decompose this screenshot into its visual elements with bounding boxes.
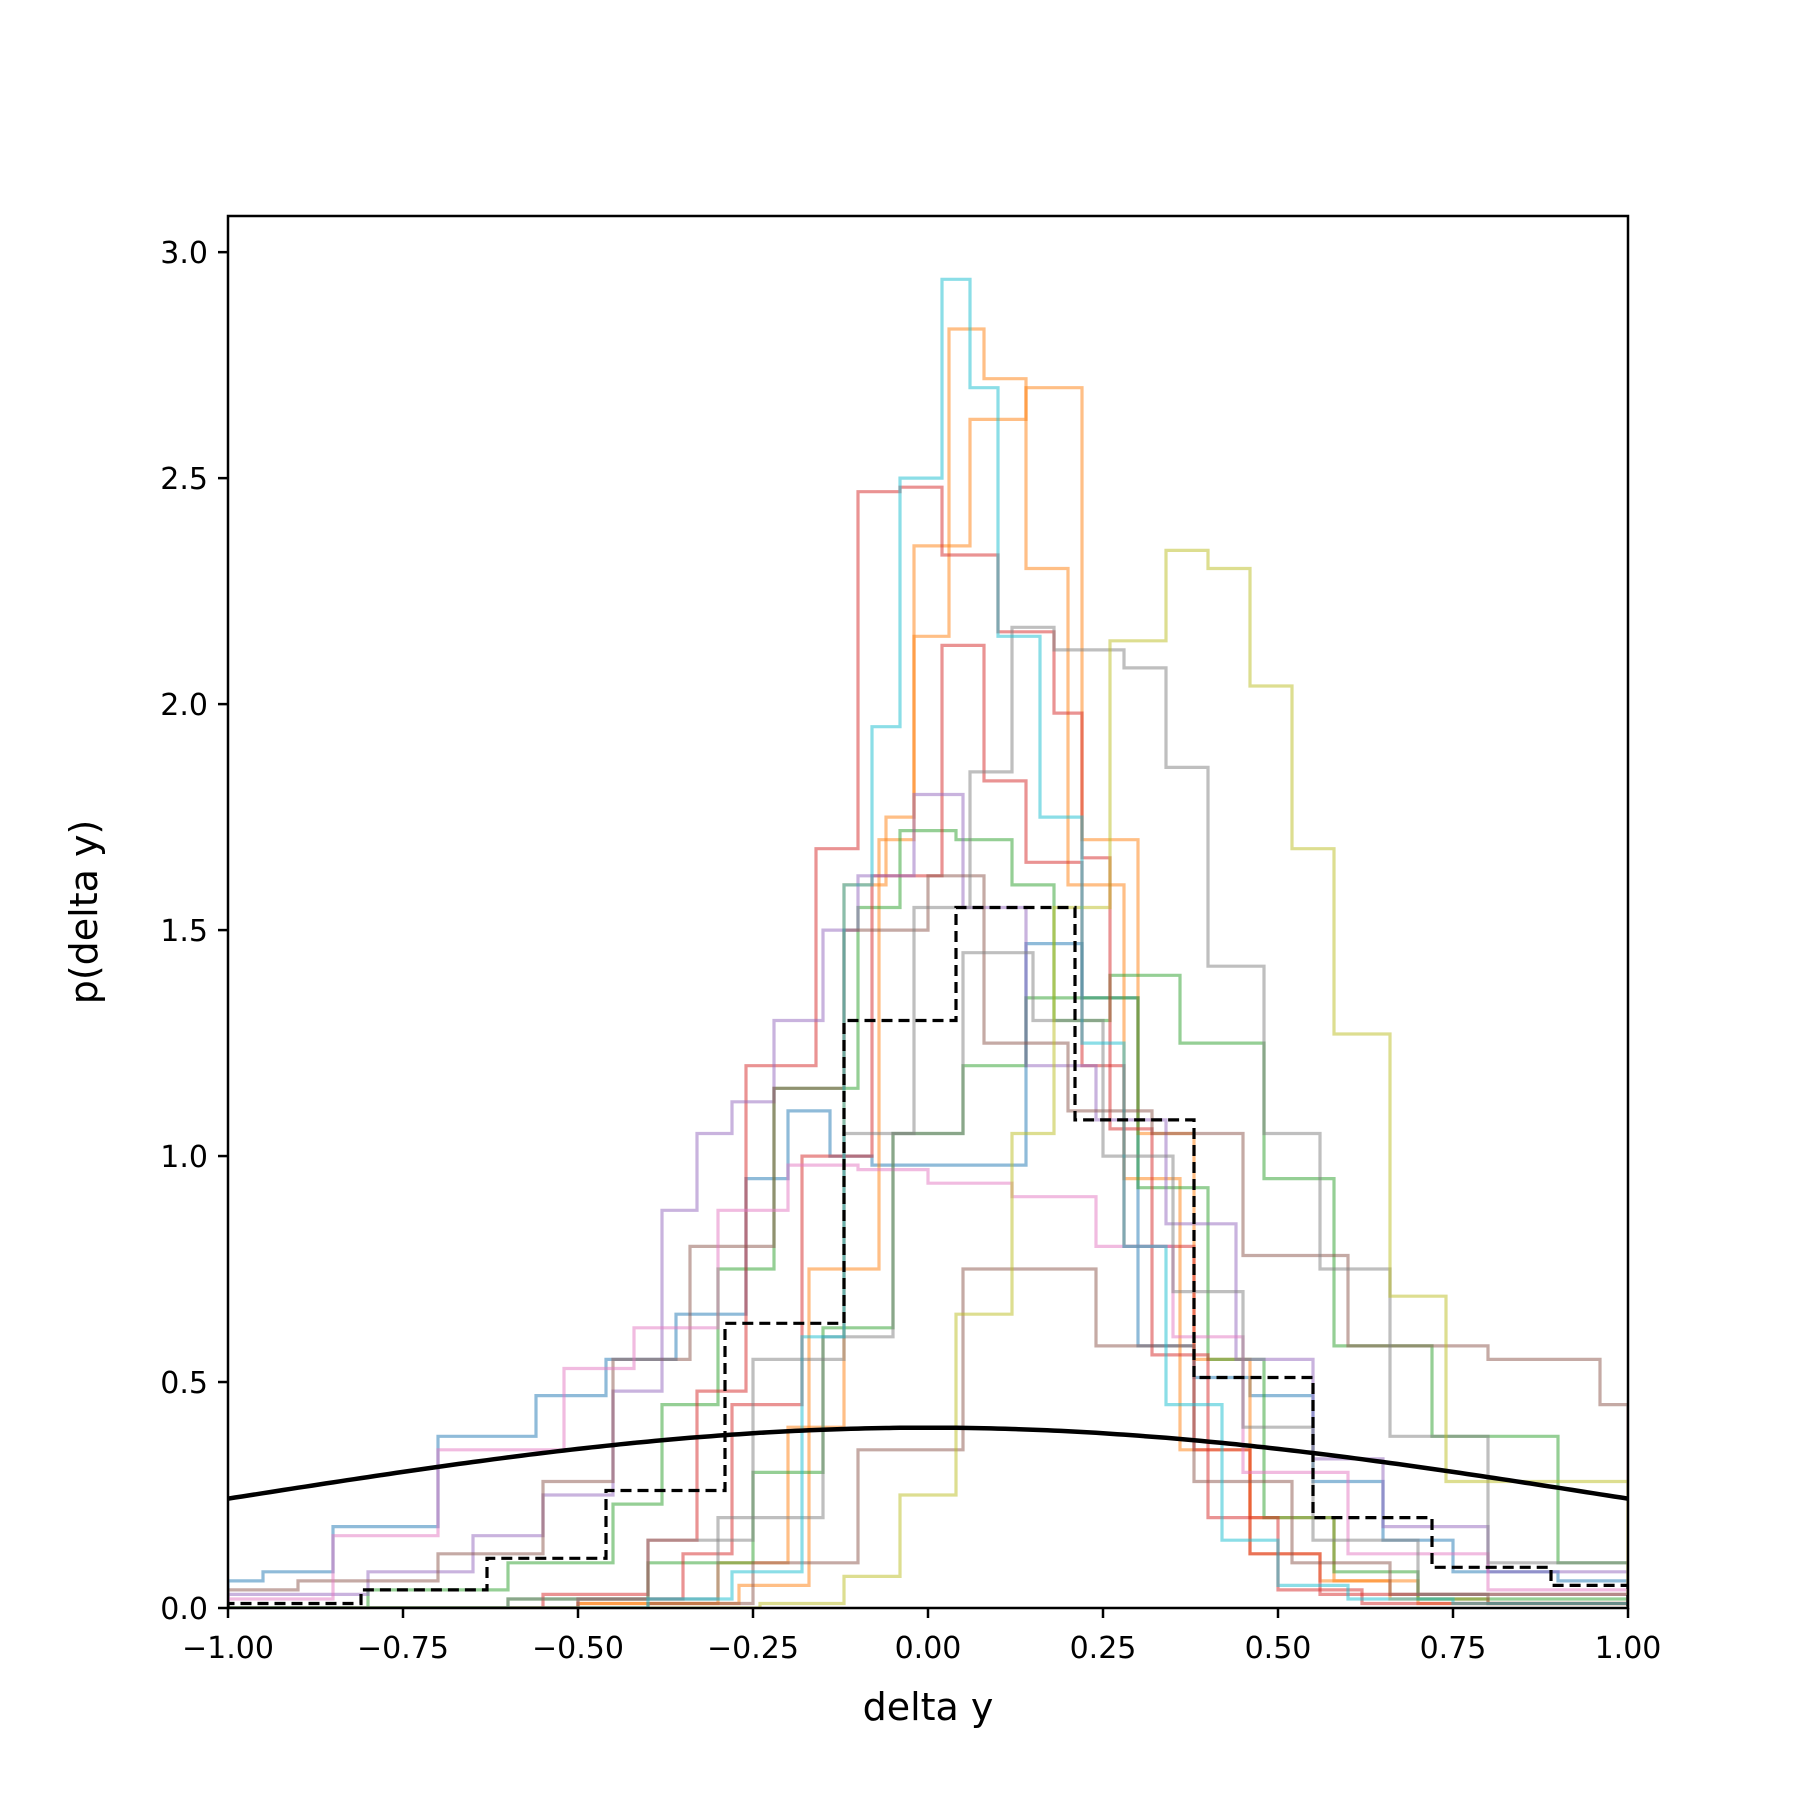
y-tick-label: 1.0 [160,1140,208,1175]
histogram-series-3 [228,386,1628,1608]
histogram-series-layer [228,277,1628,1608]
x-tick-label: −0.25 [707,1631,799,1666]
y-tick-label: 0.5 [160,1366,208,1401]
histogram-series-14 [228,548,1628,1608]
x-axis-ticks: −1.00 −0.75 −0.50 −0.25 0.00 0.25 0.50 0.75 1.00 [182,1608,1661,1666]
mean-histogram-layer [228,905,1628,1608]
histogram-series-2 [228,327,1628,1608]
y-tick-label: 2.0 [160,688,208,723]
y-tick-label: 1.5 [160,914,208,949]
histogram-series-13 [228,951,1628,1608]
x-tick-label: 0.00 [895,1631,962,1666]
x-tick-label: 1.00 [1595,1631,1662,1666]
x-axis-label: delta y [863,1685,994,1729]
histogram-series-12 [228,625,1628,1608]
x-tick-label: −0.50 [532,1631,624,1666]
y-axis-label: p(delta y) [62,820,106,1005]
histogram-series-4 [228,829,1628,1608]
histogram-series-7 [228,643,1628,1608]
y-tick-label: 3.0 [160,236,208,271]
x-tick-label: 0.50 [1245,1631,1312,1666]
y-tick-label: 2.5 [160,462,208,497]
normal-reference-curve [228,1425,1628,1501]
x-tick-label: 0.25 [1070,1631,1137,1666]
histogram-series-15 [228,277,1628,1608]
mean-histogram-dashed [228,905,1628,1608]
x-tick-label: −1.00 [182,1631,274,1666]
reference-curve-layer [228,1425,1628,1501]
y-tick-label: 0.0 [160,1592,208,1627]
x-tick-label: 0.75 [1420,1631,1487,1666]
x-tick-label: −0.75 [357,1631,449,1666]
histogram-series-9 [228,874,1628,1608]
y-axis-ticks: 0.0 0.5 1.0 1.5 2.0 2.5 3.0 [160,236,228,1627]
